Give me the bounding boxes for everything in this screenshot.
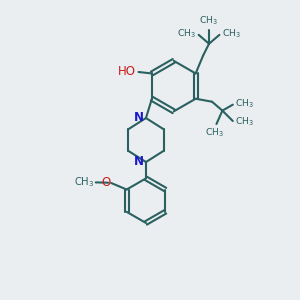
Text: CH$_3$: CH$_3$ [177, 28, 196, 40]
Text: CH$_3$: CH$_3$ [200, 15, 219, 27]
Text: CH$_3$: CH$_3$ [221, 28, 241, 40]
Text: CH$_3$: CH$_3$ [74, 176, 94, 189]
Text: CH$_3$: CH$_3$ [235, 98, 254, 110]
Text: CH$_3$: CH$_3$ [206, 127, 224, 140]
Text: HO: HO [118, 65, 136, 78]
Text: O: O [101, 176, 110, 189]
Text: CH$_3$: CH$_3$ [235, 116, 254, 128]
Text: N: N [134, 154, 144, 168]
Text: N: N [134, 111, 144, 124]
